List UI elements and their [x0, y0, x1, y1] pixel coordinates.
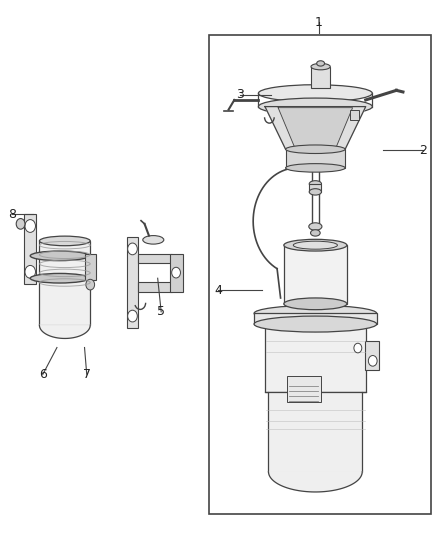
- Text: 2: 2: [419, 144, 427, 157]
- Polygon shape: [265, 107, 366, 149]
- Circle shape: [172, 267, 180, 278]
- Text: 3: 3: [236, 88, 244, 101]
- Ellipse shape: [143, 236, 164, 244]
- Bar: [286, 149, 345, 168]
- Bar: [24, 214, 36, 284]
- Bar: [138, 282, 172, 292]
- Circle shape: [16, 219, 25, 229]
- Ellipse shape: [258, 85, 372, 102]
- Bar: [127, 237, 138, 328]
- Ellipse shape: [284, 239, 347, 251]
- Text: 4: 4: [214, 284, 222, 297]
- Ellipse shape: [254, 305, 377, 321]
- Circle shape: [368, 356, 377, 366]
- Ellipse shape: [309, 189, 321, 195]
- Ellipse shape: [293, 241, 337, 249]
- Bar: [85, 254, 96, 280]
- Polygon shape: [268, 472, 362, 492]
- Bar: [365, 341, 379, 370]
- Ellipse shape: [317, 61, 325, 66]
- Polygon shape: [278, 108, 353, 147]
- Bar: [309, 184, 321, 192]
- Text: 1: 1: [315, 16, 323, 29]
- Circle shape: [354, 343, 362, 353]
- Ellipse shape: [39, 236, 90, 246]
- Circle shape: [25, 265, 35, 278]
- Ellipse shape: [309, 181, 321, 187]
- Bar: [209, 35, 431, 514]
- Ellipse shape: [30, 273, 89, 283]
- Bar: [284, 245, 347, 304]
- Circle shape: [128, 310, 138, 322]
- Ellipse shape: [284, 298, 347, 310]
- Ellipse shape: [258, 98, 372, 115]
- Circle shape: [25, 220, 35, 232]
- Circle shape: [86, 279, 95, 290]
- Ellipse shape: [254, 316, 377, 332]
- Ellipse shape: [30, 251, 89, 261]
- Bar: [138, 254, 172, 263]
- Bar: [287, 376, 321, 402]
- Polygon shape: [39, 325, 90, 338]
- Bar: [268, 392, 362, 472]
- Ellipse shape: [311, 230, 320, 236]
- Bar: [350, 110, 359, 120]
- Bar: [265, 324, 366, 392]
- Text: 8: 8: [8, 208, 16, 221]
- Bar: [170, 254, 183, 292]
- Text: 7: 7: [83, 368, 91, 381]
- Bar: [311, 67, 330, 88]
- Bar: [39, 241, 90, 325]
- Ellipse shape: [286, 164, 345, 172]
- Text: 5: 5: [157, 305, 165, 318]
- Ellipse shape: [286, 145, 345, 154]
- Ellipse shape: [309, 223, 322, 230]
- Ellipse shape: [311, 63, 330, 70]
- Circle shape: [128, 243, 138, 255]
- Text: 6: 6: [39, 368, 47, 381]
- Bar: [254, 313, 377, 324]
